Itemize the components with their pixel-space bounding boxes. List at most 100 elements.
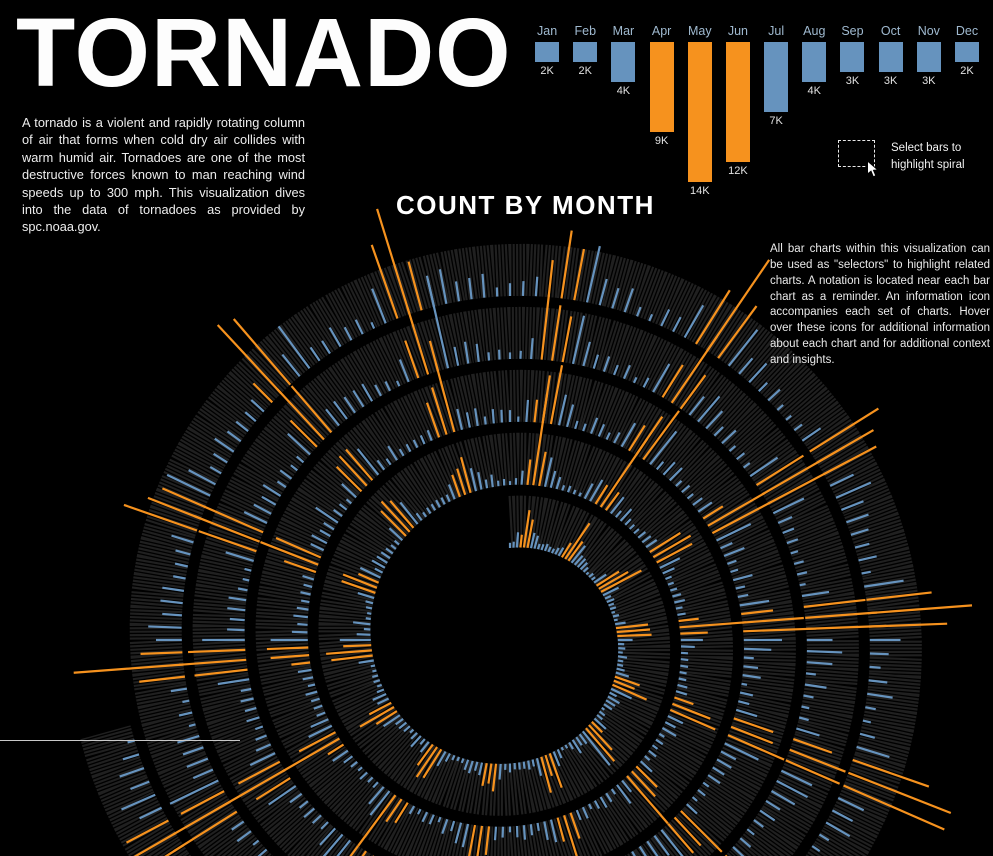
spiral-month-bar[interactable] <box>649 430 678 465</box>
spiral-month-bar[interactable] <box>604 594 612 600</box>
spiral-month-bar[interactable] <box>593 800 601 809</box>
month-column-sep[interactable]: Sep 3K <box>833 24 871 197</box>
spiral-month-bar[interactable] <box>549 819 558 843</box>
spiral-month-bar[interactable] <box>277 325 311 369</box>
spiral-month-bar[interactable] <box>513 762 516 770</box>
spiral-month-bar[interactable] <box>680 658 689 662</box>
spiral-month-bar[interactable] <box>387 445 398 461</box>
spiral-month-bar[interactable] <box>652 363 671 393</box>
spiral-month-bar[interactable] <box>405 443 412 453</box>
spiral-month-bar[interactable] <box>652 534 692 559</box>
spiral-month-bar[interactable] <box>790 550 799 555</box>
spiral-month-bar[interactable] <box>533 535 540 549</box>
spiral-month-bar[interactable] <box>385 458 392 466</box>
spiral-month-bar[interactable] <box>375 710 398 725</box>
spiral-month-bar[interactable] <box>170 687 188 693</box>
spiral-month-bar[interactable] <box>359 566 381 579</box>
spiral-month-bar[interactable] <box>806 650 843 654</box>
spiral-month-bar[interactable] <box>667 715 684 725</box>
spiral-month-bar[interactable] <box>748 362 768 384</box>
spiral-month-bar[interactable] <box>743 665 759 670</box>
spiral-month-bar[interactable] <box>421 811 429 823</box>
spiral-month-bar[interactable] <box>697 501 713 513</box>
spiral-month-bar[interactable] <box>214 437 235 453</box>
spiral-month-bar[interactable] <box>289 419 318 448</box>
spiral-month-bar[interactable] <box>481 762 488 787</box>
spiral-month-bar[interactable] <box>469 468 478 492</box>
spiral-month-bar[interactable] <box>609 691 618 698</box>
spiral-month-bar[interactable] <box>619 508 633 522</box>
spiral-month-bar[interactable] <box>309 346 321 362</box>
spiral-month-bar[interactable] <box>612 614 620 618</box>
spiral-month-bar[interactable] <box>335 465 363 493</box>
spiral-month-bar[interactable] <box>515 825 519 838</box>
spiral-month-bar[interactable] <box>576 558 587 568</box>
spiral-month-bar[interactable] <box>678 677 687 682</box>
month-bar[interactable] <box>611 42 636 82</box>
month-bar[interactable] <box>725 42 750 162</box>
spiral-month-bar[interactable] <box>319 529 331 538</box>
spiral-month-bar[interactable] <box>742 616 804 624</box>
spiral-month-bar[interactable] <box>811 845 821 853</box>
spiral-month-bar[interactable] <box>595 570 620 587</box>
spiral-month-bar[interactable] <box>653 834 670 856</box>
spiral-month-bar[interactable] <box>331 654 373 662</box>
spiral-month-bar[interactable] <box>188 723 196 728</box>
month-column-jul[interactable]: Jul 7K <box>757 24 795 197</box>
spiral-month-bar[interactable] <box>366 611 372 615</box>
spiral-month-bar[interactable] <box>847 771 952 815</box>
spiral-month-bar[interactable] <box>677 683 688 689</box>
spiral-month-bar[interactable] <box>493 826 498 841</box>
spiral-month-bar[interactable] <box>175 549 191 556</box>
spiral-month-bar[interactable] <box>635 416 664 456</box>
spiral-month-bar[interactable] <box>365 606 373 610</box>
spiral-month-bar[interactable] <box>835 481 872 499</box>
spiral-month-bar[interactable] <box>365 600 374 605</box>
spiral-month-bar[interactable] <box>372 781 379 789</box>
spiral-month-bar[interactable] <box>697 789 706 797</box>
spiral-month-bar[interactable] <box>679 671 687 675</box>
spiral-month-bar[interactable] <box>661 727 677 737</box>
spiral-month-bar[interactable] <box>321 340 331 355</box>
spiral-month-bar[interactable] <box>792 738 833 754</box>
month-column-aug[interactable]: Aug 4K <box>795 24 833 197</box>
spiral-month-bar[interactable] <box>856 745 890 759</box>
spiral-month-bar[interactable] <box>579 561 589 571</box>
spiral-month-bar[interactable] <box>560 746 565 751</box>
spiral-month-bar[interactable] <box>575 736 583 746</box>
spiral-month-bar[interactable] <box>571 315 586 365</box>
spiral-month-bar[interactable] <box>226 430 242 443</box>
spiral-month-bar[interactable] <box>180 790 225 815</box>
spiral-month-bar[interactable] <box>388 527 404 542</box>
spiral-month-bar[interactable] <box>816 429 875 464</box>
spiral-month-bar[interactable] <box>620 422 637 448</box>
spiral-month-bar[interactable] <box>236 830 252 843</box>
spiral-month-bar[interactable] <box>232 318 292 386</box>
spiral-month-bar[interactable] <box>809 407 879 453</box>
spiral-month-bar[interactable] <box>806 624 887 630</box>
spiral-month-bar[interactable] <box>867 692 893 699</box>
spiral-month-bar[interactable] <box>680 810 723 853</box>
spiral-month-bar[interactable] <box>712 766 725 776</box>
spiral-month-bar[interactable] <box>796 727 820 737</box>
spiral-month-bar[interactable] <box>852 758 930 788</box>
spiral-month-bar[interactable] <box>557 547 565 557</box>
spiral-month-bar[interactable] <box>581 806 589 819</box>
spiral-month-bar[interactable] <box>229 617 245 622</box>
month-bar[interactable] <box>535 42 560 62</box>
spiral-month-bar[interactable] <box>395 718 404 726</box>
spiral-month-bar[interactable] <box>864 579 904 588</box>
spiral-month-bar[interactable] <box>552 751 561 767</box>
spiral-month-bar[interactable] <box>548 753 563 789</box>
spiral-month-bar[interactable] <box>782 527 795 535</box>
spiral-month-bar[interactable] <box>380 500 411 533</box>
spiral-month-bar[interactable] <box>139 675 186 683</box>
spiral-month-bar[interactable] <box>473 408 479 427</box>
spiral-month-bar[interactable] <box>697 395 721 423</box>
spiral-month-bar[interactable] <box>692 497 703 506</box>
spiral-month-bar[interactable] <box>338 503 348 511</box>
spiral-month-bar[interactable] <box>160 599 183 605</box>
spiral-month-bar[interactable] <box>785 414 792 421</box>
spiral-month-bar[interactable] <box>369 790 391 816</box>
spiral-month-bar[interactable] <box>588 724 613 751</box>
